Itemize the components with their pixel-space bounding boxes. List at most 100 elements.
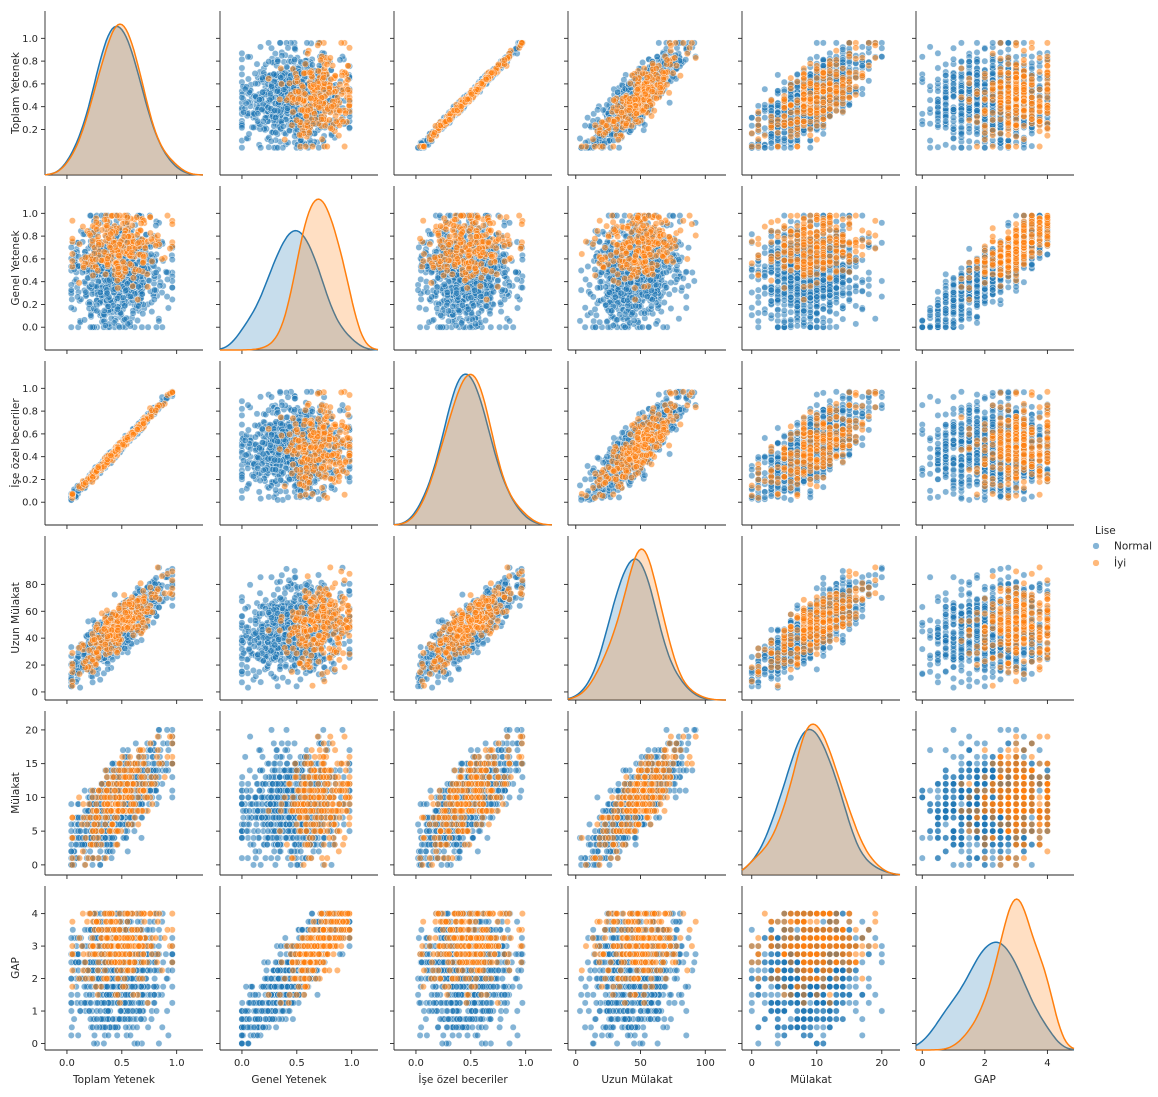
scatter-point-normal (1029, 143, 1035, 149)
scatter-point-i-yi (749, 143, 755, 149)
scatter-point-i-yi (866, 62, 872, 68)
scatter-point-i-yi (794, 143, 800, 149)
scatter-point-normal (239, 145, 245, 151)
scatter-point-normal (639, 59, 645, 65)
scatter-point-normal (246, 131, 252, 137)
scatter-point-i-yi (458, 104, 464, 110)
scatter-point-i-yi (859, 73, 865, 79)
scatter-point-i-yi (775, 130, 781, 136)
scatter-point-i-yi (311, 82, 317, 88)
scatter-point-normal (252, 70, 258, 76)
scatter-point-i-yi (684, 50, 690, 56)
scatter-point-i-yi (495, 61, 501, 67)
scatter-point-i-yi (341, 143, 347, 149)
scatter-point-normal (577, 135, 583, 141)
scatter-point-normal (250, 124, 256, 130)
scatter-point-normal (259, 89, 265, 95)
scatter-point-i-yi (328, 76, 334, 82)
scatter-point-i-yi (853, 92, 859, 98)
scatter-point-normal (820, 131, 826, 137)
scatter-point-i-yi (643, 104, 649, 110)
scatter-point-i-yi (872, 55, 878, 61)
scatter-point-normal (935, 144, 941, 150)
scatter-point-i-yi (308, 95, 314, 101)
scatter-point-i-yi (277, 96, 283, 102)
scatter-point-i-yi (627, 80, 633, 86)
scatter-point-i-yi (794, 132, 800, 138)
scatter-point-normal (292, 46, 298, 52)
scatter-point-i-yi (814, 82, 820, 88)
scatter-point-normal (927, 44, 933, 50)
scatter-point-normal (768, 140, 774, 146)
scatter-point-i-yi (788, 85, 794, 91)
scatter-point-normal (239, 71, 245, 77)
scatter-point-normal (654, 53, 660, 59)
scatter-point-normal (859, 62, 865, 68)
scatter-point-i-yi (689, 40, 695, 46)
scatter-point-i-yi (788, 109, 794, 115)
scatter-point-normal (762, 102, 768, 108)
scatter-point-i-yi (478, 80, 484, 86)
scatter-point-i-yi (431, 130, 437, 136)
scatter-point-i-yi (794, 109, 800, 115)
scatter-point-i-yi (749, 130, 755, 136)
scatter-point-i-yi (794, 125, 800, 131)
scatter-point-i-yi (278, 65, 284, 71)
scatter-point-normal (254, 61, 260, 67)
scatter-point-normal (616, 145, 622, 151)
scatter-point-i-yi (801, 76, 807, 82)
scatter-point-i-yi (316, 104, 322, 110)
scatter-point-normal (242, 86, 248, 92)
scatter-point-i-yi (833, 88, 839, 94)
scatter-point-i-yi (304, 119, 310, 125)
scatter-point-normal (239, 56, 245, 62)
scatter-point-i-yi (333, 118, 339, 124)
scatter-point-normal (245, 76, 251, 82)
scatter-point-i-yi (827, 97, 833, 103)
scatter-point-normal (859, 44, 865, 50)
scatter-point-i-yi (846, 87, 852, 93)
scatter-point-i-yi (833, 100, 839, 106)
scatter-point-normal (255, 118, 261, 124)
scatter-point-i-yi (613, 126, 619, 132)
scatter-point-i-yi (318, 116, 324, 122)
scatter-point-i-yi (626, 107, 632, 113)
scatter-point-i-yi (324, 143, 330, 149)
scatter-point-normal (284, 64, 290, 70)
scatter-point-normal (291, 57, 297, 63)
y-tick-label: 0.2 (22, 125, 38, 136)
scatter-point-normal (256, 97, 262, 103)
scatter-point-i-yi (592, 122, 598, 128)
scatter-point-normal (284, 105, 290, 111)
scatter-point-i-yi (788, 133, 794, 139)
scatter-point-normal (615, 89, 621, 95)
scatter-point-normal (794, 71, 800, 77)
scatter-point-i-yi (342, 110, 348, 116)
scatter-point-i-yi (321, 74, 327, 80)
scatter-point-i-yi (807, 80, 813, 86)
scatter-point-normal (600, 107, 606, 113)
scatter-point-i-yi (317, 57, 323, 63)
scatter-point-i-yi (301, 70, 307, 76)
scatter-point-i-yi (859, 55, 865, 61)
scatter-point-normal (239, 125, 245, 131)
scatter-point-normal (950, 126, 956, 132)
scatter-point-i-yi (346, 45, 352, 51)
scatter-point-normal (762, 125, 768, 131)
scatter-point-i-yi (807, 90, 813, 96)
scatter-point-i-yi (305, 50, 311, 56)
scatter-point-i-yi (327, 125, 333, 131)
scatter-point-normal (285, 45, 291, 51)
scatter-point-i-yi (600, 143, 606, 149)
scatter-point-normal (879, 53, 885, 59)
scatter-point-normal (272, 115, 278, 121)
scatter-point-i-yi (827, 86, 833, 92)
scatter-point-i-yi (605, 117, 611, 123)
scatter-point-i-yi (833, 108, 839, 114)
scatter-point-normal (997, 49, 1003, 55)
scatter-point-normal (755, 103, 761, 109)
scatter-point-normal (274, 88, 280, 94)
panel-toplam-yetenek-vs-toplam-yetenek: 0.20.40.60.81.0 (22, 11, 203, 179)
scatter-point-i-yi (303, 143, 309, 149)
